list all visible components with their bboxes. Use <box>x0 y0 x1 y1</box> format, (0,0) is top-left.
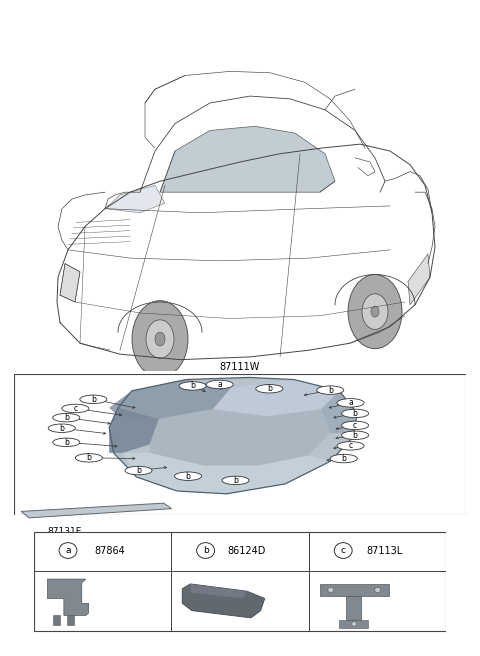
Circle shape <box>59 543 77 558</box>
Polygon shape <box>48 579 89 615</box>
Text: b: b <box>233 476 238 485</box>
Circle shape <box>155 332 165 346</box>
Polygon shape <box>320 584 389 596</box>
Circle shape <box>330 455 357 462</box>
Text: 87131E: 87131E <box>48 527 82 536</box>
Circle shape <box>374 587 381 592</box>
Circle shape <box>179 382 206 390</box>
Polygon shape <box>109 377 357 494</box>
Circle shape <box>362 294 388 329</box>
Circle shape <box>175 472 202 480</box>
Text: c: c <box>353 421 357 430</box>
Polygon shape <box>21 503 172 518</box>
Text: a: a <box>348 398 353 407</box>
Text: 87113L: 87113L <box>366 546 403 556</box>
Circle shape <box>222 476 249 485</box>
Polygon shape <box>60 264 80 302</box>
Polygon shape <box>160 127 335 192</box>
Circle shape <box>341 431 369 440</box>
Text: c: c <box>73 404 77 413</box>
Text: c: c <box>341 546 346 555</box>
Text: 87111W: 87111W <box>220 382 260 392</box>
Text: b: b <box>64 413 69 422</box>
Text: b: b <box>186 472 191 481</box>
Circle shape <box>132 300 188 377</box>
Circle shape <box>334 543 352 558</box>
Circle shape <box>337 441 364 450</box>
Circle shape <box>197 543 215 558</box>
Text: b: b <box>91 395 96 404</box>
Text: b: b <box>267 384 272 393</box>
Text: 87864: 87864 <box>94 546 125 556</box>
Text: a: a <box>65 546 71 555</box>
Polygon shape <box>339 621 368 628</box>
Text: b: b <box>353 431 358 440</box>
Text: b: b <box>64 438 69 447</box>
Text: b: b <box>353 409 358 418</box>
Text: a: a <box>217 380 222 389</box>
Polygon shape <box>182 584 265 618</box>
Polygon shape <box>150 409 330 466</box>
Text: 86124D: 86124D <box>228 546 266 556</box>
Polygon shape <box>321 391 357 433</box>
Circle shape <box>337 399 364 407</box>
Circle shape <box>48 424 75 432</box>
Text: b: b <box>190 381 195 390</box>
Circle shape <box>348 275 402 349</box>
Circle shape <box>53 438 80 447</box>
Polygon shape <box>53 615 60 625</box>
Circle shape <box>75 453 102 462</box>
Circle shape <box>352 622 357 626</box>
Circle shape <box>146 320 174 358</box>
Circle shape <box>125 466 152 475</box>
Polygon shape <box>123 453 330 494</box>
Polygon shape <box>213 380 339 417</box>
Circle shape <box>53 413 80 422</box>
Text: b: b <box>60 424 64 433</box>
Text: b: b <box>136 466 141 475</box>
Polygon shape <box>346 596 361 621</box>
Text: b: b <box>328 386 333 395</box>
Circle shape <box>341 421 369 430</box>
Text: 87111W: 87111W <box>220 362 260 372</box>
Text: b: b <box>203 546 208 555</box>
Polygon shape <box>191 584 247 598</box>
Circle shape <box>371 306 379 317</box>
Circle shape <box>256 384 283 393</box>
Polygon shape <box>408 254 430 305</box>
Text: b: b <box>341 454 346 463</box>
Text: b: b <box>86 453 91 462</box>
Polygon shape <box>67 615 73 625</box>
Text: c: c <box>348 441 353 451</box>
Bar <box>34 532 446 631</box>
Polygon shape <box>109 380 231 419</box>
Circle shape <box>317 386 344 394</box>
Circle shape <box>206 380 233 389</box>
Polygon shape <box>105 185 165 213</box>
Circle shape <box>328 587 334 592</box>
Circle shape <box>341 409 369 418</box>
Circle shape <box>62 404 89 413</box>
Circle shape <box>80 395 107 403</box>
Polygon shape <box>109 408 159 453</box>
